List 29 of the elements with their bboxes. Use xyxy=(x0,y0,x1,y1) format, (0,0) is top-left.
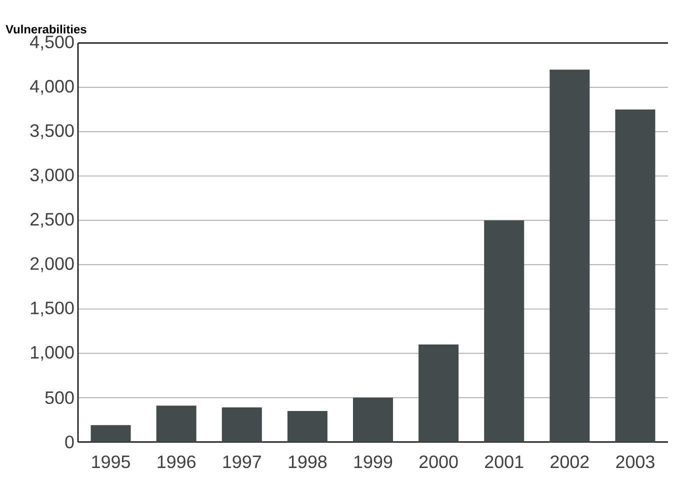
x-tick-label: 1997 xyxy=(223,455,261,468)
bar xyxy=(418,344,459,442)
y-tick-label: 1,000 xyxy=(30,346,74,361)
bar xyxy=(353,398,393,442)
y-tick-label: 4,500 xyxy=(30,36,74,50)
y-tick-label: 2,000 xyxy=(30,257,74,272)
y-tick-label: 2,500 xyxy=(30,212,74,228)
y-tick-label: 500 xyxy=(45,391,74,404)
bar xyxy=(90,425,131,442)
y-tick-label: 4,000 xyxy=(30,80,74,95)
x-tick-label: 1999 xyxy=(354,455,392,468)
x-tick-label: 2002 xyxy=(550,455,589,468)
bar xyxy=(222,407,262,442)
x-tick-label: 2003 xyxy=(616,455,654,468)
bar xyxy=(484,220,524,442)
bar xyxy=(615,110,656,442)
bar xyxy=(550,70,590,442)
y-tick-label: 3,500 xyxy=(30,124,74,140)
y-axis-title: Vulnerabilities xyxy=(6,24,86,34)
y-tick-label: 3,000 xyxy=(30,168,74,184)
x-tick-label: 2001 xyxy=(485,455,524,468)
bar xyxy=(156,406,196,442)
x-tick-label: 1996 xyxy=(158,455,196,468)
y-tick-label: 0 xyxy=(65,436,74,448)
y-tick-label: 1,500 xyxy=(30,302,74,316)
x-tick-label: 1995 xyxy=(92,455,130,468)
x-tick-label: 2000 xyxy=(420,455,458,468)
x-tick-label: 1998 xyxy=(288,455,327,468)
bar xyxy=(287,410,328,442)
